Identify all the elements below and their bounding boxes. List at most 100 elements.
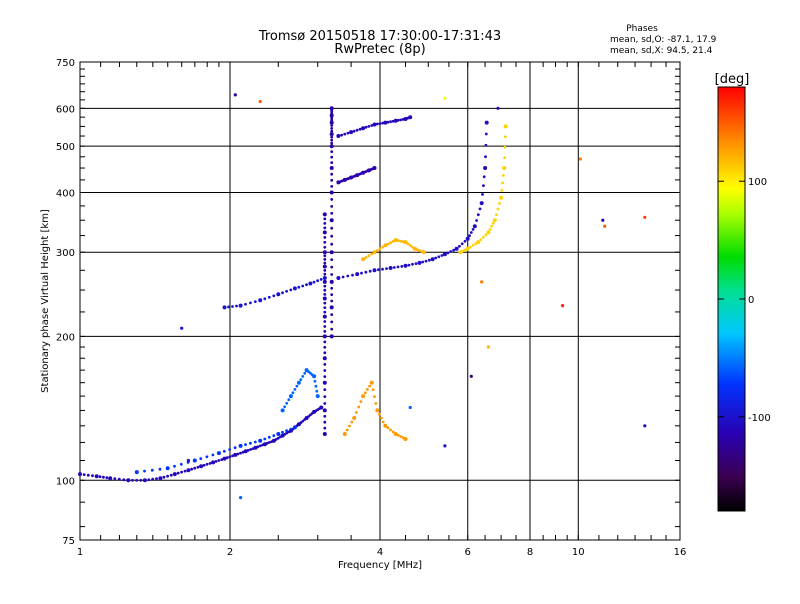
data-point	[352, 416, 357, 420]
data-point	[472, 224, 477, 229]
data-point	[482, 184, 485, 188]
data-point	[323, 325, 327, 328]
data-point	[330, 242, 334, 246]
data-point	[276, 292, 281, 297]
data-point	[377, 268, 380, 272]
scatter-point	[239, 496, 243, 500]
data-point	[323, 345, 327, 349]
y-tick-label: 500	[56, 142, 75, 153]
data-point	[407, 263, 411, 267]
data-point	[268, 441, 271, 444]
data-point	[222, 456, 227, 461]
data-point	[372, 268, 377, 273]
data-point	[143, 469, 146, 473]
data-point	[228, 455, 232, 459]
chart-title: Tromsø 20150518 17:30:00-17:31:43	[258, 29, 501, 44]
data-point	[476, 213, 480, 217]
data-point	[465, 246, 470, 251]
data-point	[361, 126, 366, 131]
data-point	[329, 144, 334, 149]
data-point	[385, 267, 388, 270]
data-point	[274, 438, 278, 441]
data-point	[301, 284, 305, 288]
data-point	[411, 262, 414, 266]
scatter-point	[486, 345, 490, 349]
data-point	[166, 474, 170, 478]
data-point	[139, 478, 143, 482]
data-point	[322, 314, 327, 319]
y-tick-label: 75	[62, 536, 75, 547]
data-point	[285, 401, 289, 405]
data-point	[131, 478, 134, 482]
data-point	[193, 466, 197, 470]
data-point	[474, 242, 478, 246]
data-point	[323, 245, 327, 249]
data-point	[379, 416, 383, 420]
data-point	[323, 254, 327, 258]
data-point	[113, 477, 117, 481]
data-point	[233, 446, 237, 450]
data-point	[196, 465, 200, 469]
x-tick-label: 16	[674, 547, 687, 558]
data-point	[323, 217, 327, 221]
data-point	[308, 281, 313, 286]
data-point	[363, 391, 367, 395]
data-point	[372, 250, 377, 255]
data-point	[220, 458, 224, 461]
data-point	[475, 219, 478, 222]
data-point	[346, 274, 350, 278]
data-point	[486, 230, 491, 235]
data-point	[357, 405, 361, 409]
data-point	[216, 451, 221, 456]
data-point	[399, 435, 402, 438]
data-point	[280, 408, 285, 413]
scatter-point	[408, 405, 412, 410]
data-point	[355, 272, 360, 277]
scatter-point	[180, 326, 184, 330]
data-point	[396, 265, 400, 269]
x-axis-label: Frequency [MHz]	[338, 560, 422, 571]
data-point	[375, 408, 380, 413]
data-point	[258, 438, 263, 443]
data-point	[329, 334, 334, 339]
data-point	[323, 420, 327, 424]
data-point	[469, 231, 473, 234]
data-point	[322, 230, 327, 235]
data-point	[323, 414, 327, 418]
data-point	[491, 221, 495, 225]
data-point	[463, 239, 467, 243]
phase-stats-x: mean, sd,X: 94.5, 21.4	[610, 46, 713, 56]
data-point	[383, 243, 388, 248]
data-point	[246, 449, 250, 452]
scatter-point	[603, 224, 607, 228]
data-point	[238, 443, 243, 448]
data-point	[231, 454, 235, 458]
scatter-point	[561, 304, 565, 308]
colorbar-tick-label: -100	[748, 413, 771, 424]
data-point	[396, 433, 400, 437]
data-point	[496, 207, 500, 211]
data-point	[263, 297, 267, 301]
data-point	[378, 122, 382, 125]
data-point	[108, 476, 113, 481]
data-point	[256, 445, 260, 449]
data-point	[481, 235, 485, 239]
data-point	[484, 155, 487, 159]
data-point	[165, 466, 170, 471]
y-tick-label: 600	[56, 104, 75, 115]
data-point	[400, 265, 404, 268]
data-point	[249, 441, 252, 445]
data-point	[322, 212, 327, 217]
data-point	[329, 166, 334, 170]
data-point	[267, 295, 271, 299]
x-tick-label: 10	[572, 547, 585, 558]
data-point	[225, 456, 229, 460]
data-point	[408, 115, 413, 120]
data-point	[391, 430, 395, 434]
scatter-point	[233, 93, 237, 97]
data-point	[361, 394, 366, 399]
data-point	[105, 476, 109, 480]
data-point	[374, 402, 378, 405]
data-point	[315, 394, 320, 399]
data-point	[258, 298, 263, 303]
